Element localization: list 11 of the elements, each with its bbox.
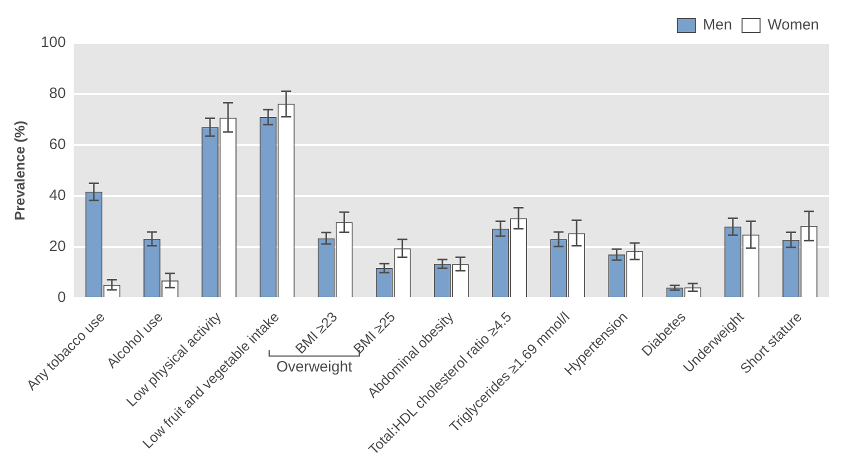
y-tick-label: 60 bbox=[49, 136, 66, 154]
y-tick-label: 80 bbox=[49, 85, 66, 102]
x-tick-label: BMI ≥23 bbox=[292, 308, 340, 357]
text: Overweight bbox=[276, 358, 354, 376]
y-tick-label: 100 bbox=[40, 34, 66, 52]
y-tick-label: 20 bbox=[49, 238, 66, 256]
y-axis-title: Prevalence (%) bbox=[11, 120, 28, 220]
y-tick-label: 40 bbox=[49, 187, 66, 204]
y-tick-label: 0 bbox=[57, 289, 66, 306]
legend-label: Women bbox=[768, 16, 820, 34]
legend-label: Men bbox=[702, 16, 732, 34]
